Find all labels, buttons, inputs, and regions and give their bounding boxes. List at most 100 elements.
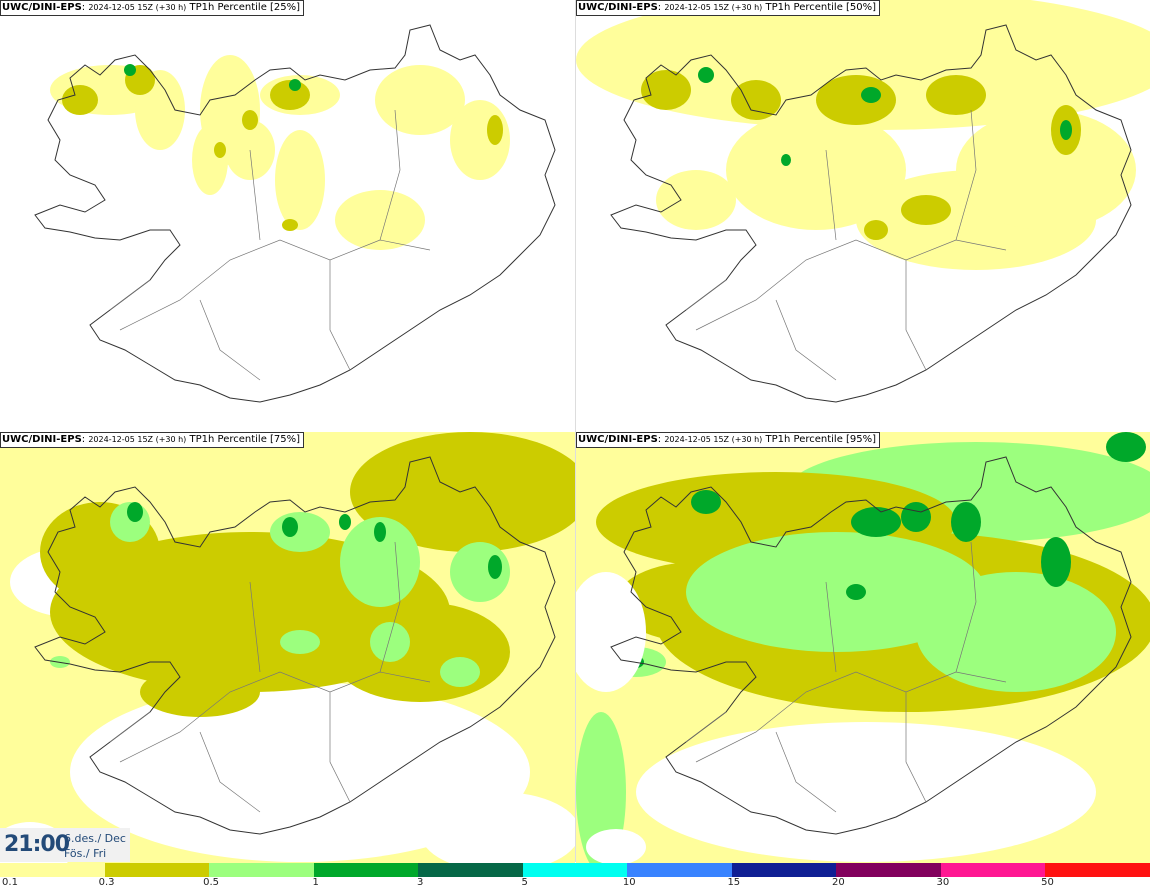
precip-area <box>851 507 901 537</box>
colorbar-label: 0.1 <box>2 877 18 888</box>
precip-area <box>339 514 351 530</box>
map-canvas <box>576 0 1150 403</box>
precip-area <box>686 532 986 652</box>
precip-area <box>1041 537 1071 587</box>
precip-area <box>656 170 736 230</box>
colorbar-label: 0.3 <box>98 877 115 888</box>
coastline <box>34 24 556 403</box>
precip-area <box>370 622 410 662</box>
precip-area <box>375 65 465 135</box>
precip-area <box>816 75 896 125</box>
map-panel-p50: UWC/DINI-EPS: 2024-12-05 15Z (+30 h) TP1… <box>576 0 1150 431</box>
precip-area <box>242 110 258 130</box>
precip-area <box>330 602 510 702</box>
precip-area <box>280 630 320 654</box>
precip-area <box>62 85 98 115</box>
colorbar-label: 3 <box>416 877 424 888</box>
precip-area <box>140 667 260 717</box>
precip-area <box>282 517 298 537</box>
precip-area <box>270 512 330 552</box>
precip-area <box>1060 120 1072 140</box>
panel-title: UWC/DINI-EPS: 2024-12-05 15Z (+30 h) TP1… <box>576 0 881 16</box>
precip-area <box>781 154 791 166</box>
precip-area <box>1106 432 1146 462</box>
precip-area <box>901 195 951 225</box>
precip-area <box>726 110 906 230</box>
precip-area <box>731 80 781 120</box>
precip-area <box>576 712 626 863</box>
map-panel-p95: UWC/DINI-EPS: 2024-12-05 15Z (+30 h) TP1… <box>576 432 1150 863</box>
precip-area <box>691 490 721 514</box>
precip-area <box>340 517 420 607</box>
panel-title: UWC/DINI-EPS: 2024-12-05 15Z (+30 h) TP1… <box>0 0 305 16</box>
precip-area <box>214 142 226 158</box>
precip-area <box>127 502 143 522</box>
road-network <box>685 541 1007 813</box>
precip-area <box>124 64 136 76</box>
colorbar-swatch <box>731 863 837 877</box>
panel-title: UWC/DINI-EPS: 2024-12-05 15Z (+30 h) TP1… <box>0 432 305 448</box>
dry-area <box>70 682 530 862</box>
colorbar-swatch <box>104 863 210 877</box>
colorbar-swatch <box>522 863 628 877</box>
road-network <box>109 541 431 813</box>
precip-area <box>576 0 1150 130</box>
valid-day: Fös./ Fri <box>64 847 107 860</box>
precip-area <box>350 432 575 552</box>
panel-title: UWC/DINI-EPS: 2024-12-05 15Z (+30 h) TP1… <box>576 432 881 448</box>
colorbar-label: 30 <box>936 877 950 888</box>
road-network <box>109 109 431 381</box>
map-canvas <box>0 432 575 863</box>
colorbar-swatch <box>209 863 314 877</box>
map-panel-p25: UWC/DINI-EPS: 2024-12-05 15Z (+30 h) TP1… <box>0 0 575 431</box>
coastline <box>610 456 1132 835</box>
precip-area <box>926 75 986 115</box>
precip-area <box>450 100 510 180</box>
colorbar-swatch <box>940 863 1046 877</box>
colorbar-swatch <box>313 863 419 877</box>
map-canvas <box>34 24 556 403</box>
precip-area <box>846 584 866 600</box>
precip-area <box>966 462 1146 522</box>
colorbar-label: 50 <box>1041 877 1054 888</box>
valid-time-box: 21:00 6.des./ Dec Fös./ Fri <box>0 828 130 862</box>
precip-area <box>335 190 425 250</box>
colorbar-label: 0.5 <box>203 877 220 888</box>
precip-area <box>641 70 691 110</box>
precip-area <box>901 502 931 532</box>
panel-divider <box>575 0 576 862</box>
dry-area <box>576 572 646 692</box>
precip-area <box>864 220 888 240</box>
precip-area <box>488 555 502 579</box>
road-network <box>685 109 1007 381</box>
valid-date: 6.des./ Dec <box>64 832 126 845</box>
map-panel-p75: UWC/DINI-EPS: 2024-12-05 15Z (+30 h) TP1… <box>0 432 575 863</box>
precip-area <box>861 87 881 103</box>
colorbar-swatch <box>0 863 105 877</box>
precip-area <box>275 130 325 230</box>
precip-area <box>289 79 301 91</box>
colorbar-label: 1 <box>312 877 319 888</box>
colorbar-swatch <box>627 863 732 877</box>
precipitation-colorbar <box>0 863 1150 877</box>
colorbar-label: 10 <box>622 877 636 888</box>
precip-area <box>192 125 228 195</box>
coastline <box>610 24 1132 403</box>
colorbar-labels: 0.1 0.3 0.5 1 3 5 10 15 20 30 50 <box>0 877 1150 891</box>
colorbar-swatch <box>418 863 523 877</box>
precip-area <box>487 115 503 145</box>
precip-area <box>440 657 480 687</box>
precip-area <box>956 110 1136 230</box>
dry-area <box>636 722 1096 862</box>
precip-area <box>951 502 981 542</box>
colorbar-label: 15 <box>727 877 741 888</box>
colorbar-swatch <box>836 863 941 877</box>
coastline <box>34 456 556 835</box>
dry-area <box>586 829 646 863</box>
precip-area <box>698 67 714 83</box>
precip-area <box>374 522 386 542</box>
colorbar-swatch <box>1045 863 1150 877</box>
map-canvas <box>576 432 1150 863</box>
valid-time: 21:00 <box>4 832 70 857</box>
colorbar-label: 20 <box>831 877 845 888</box>
